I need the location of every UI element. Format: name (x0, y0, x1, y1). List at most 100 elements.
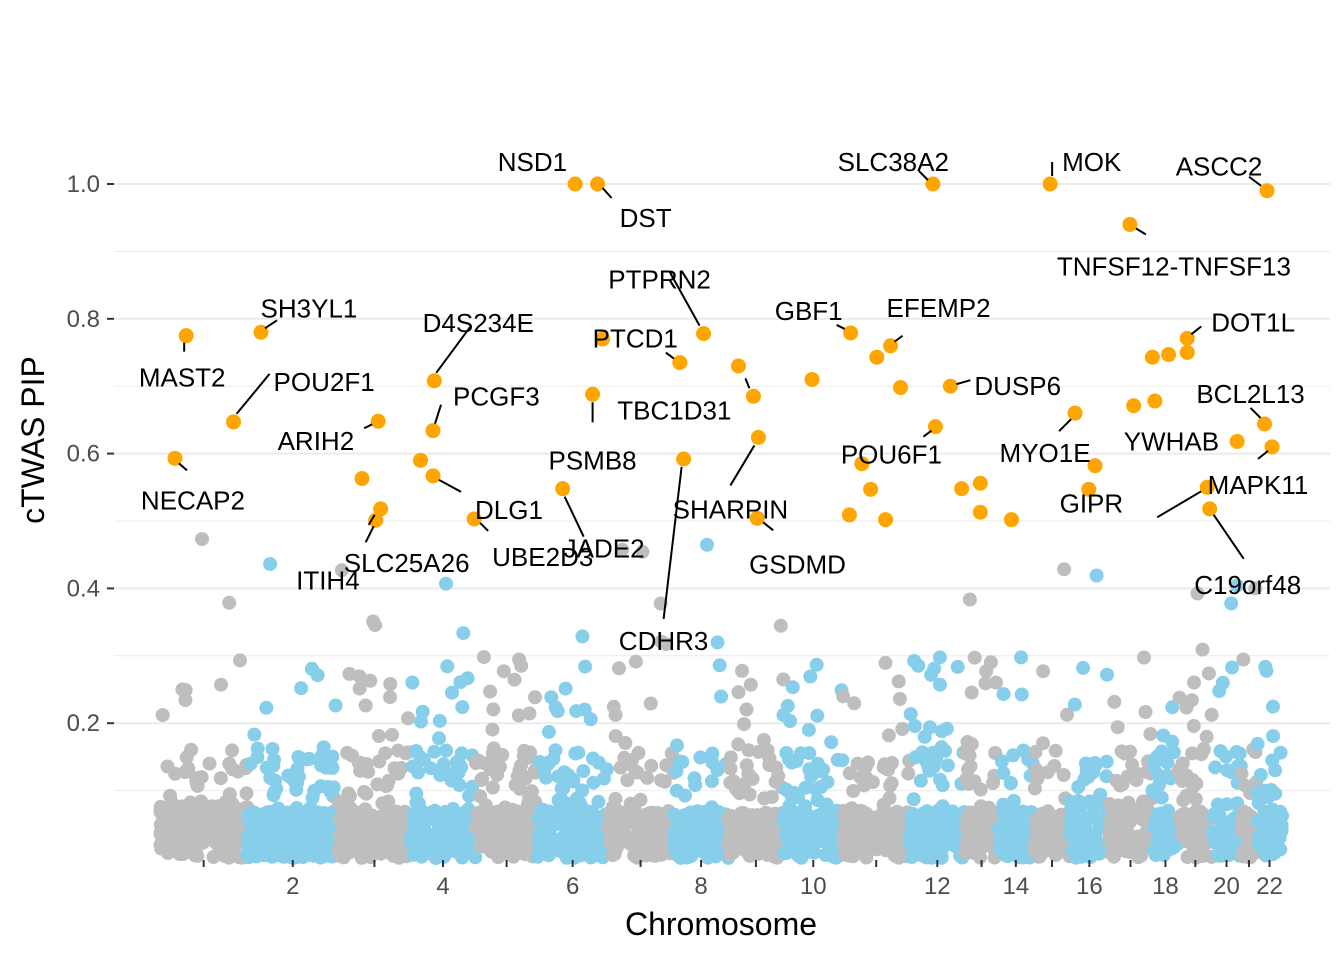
gene-point (1204, 707, 1219, 722)
gene-point (522, 706, 537, 721)
significant-gene-point (750, 429, 766, 445)
gene-point (613, 760, 628, 775)
gene-label: ITIH4 (296, 565, 360, 595)
gene-point (996, 687, 1011, 702)
gene-point (554, 781, 569, 796)
gene-label: DST (620, 203, 672, 233)
gene-point (745, 840, 760, 855)
gene-point (687, 771, 702, 786)
gene-point (680, 844, 695, 859)
gene-point (628, 807, 643, 822)
gene-point (415, 848, 430, 863)
gene-point (908, 750, 923, 765)
gene-point (1229, 745, 1244, 759)
gene-point (383, 677, 398, 691)
gene-point (1250, 814, 1265, 829)
gene-point (1205, 825, 1220, 839)
label-leader-line (178, 462, 188, 472)
gene-point (739, 702, 754, 717)
significant-gene-point (841, 507, 857, 523)
gene-point (1160, 768, 1175, 783)
gene-point (986, 776, 1000, 790)
gene-point (1006, 748, 1021, 763)
highlighted-points (167, 176, 1280, 528)
label-leader-line (363, 423, 373, 430)
significant-gene-point (954, 481, 970, 497)
gene-point (366, 845, 381, 860)
gene-point (225, 743, 240, 758)
gene-point (735, 663, 749, 678)
gene-point (433, 817, 448, 832)
gene-point (704, 829, 719, 843)
gene-point (486, 702, 501, 717)
gene-point (1179, 788, 1194, 803)
gene-point (1049, 847, 1064, 862)
gene-point (947, 837, 962, 852)
gene-point (1027, 844, 1042, 859)
gene-point (958, 746, 973, 761)
gene-point (181, 761, 196, 776)
gene-point (485, 746, 500, 761)
gene-point (1154, 744, 1169, 759)
gene-point (1106, 849, 1121, 864)
gene-point (313, 779, 328, 794)
gene-point (794, 746, 808, 761)
gene-point (924, 667, 939, 682)
x-tick-label: 16 (1076, 873, 1103, 900)
gene-point (401, 711, 416, 726)
gene-point (809, 657, 824, 672)
significant-gene-point (167, 450, 183, 466)
gene-point (1154, 790, 1169, 805)
gene-point (496, 664, 511, 679)
gene-point (319, 826, 334, 840)
gene-point (231, 764, 245, 779)
label-leader-lines (178, 162, 1269, 620)
gene-point (383, 690, 398, 705)
gene-point (710, 635, 725, 650)
significant-gene-point (1259, 183, 1275, 199)
gene-point (999, 809, 1014, 824)
gene-point (1048, 743, 1063, 758)
gene-point (523, 745, 537, 760)
gene-point (1216, 828, 1231, 843)
gene-point (846, 784, 861, 798)
gene-point (1060, 707, 1074, 722)
label-leader-line (1212, 514, 1245, 560)
gene-point (222, 595, 237, 610)
label-leader-line (1135, 227, 1147, 236)
gene-point (558, 817, 573, 831)
gene-point (576, 831, 591, 846)
gene-point (771, 768, 786, 783)
gene-point (842, 766, 857, 781)
significant-gene-point (1161, 347, 1177, 363)
gene-point (780, 698, 795, 713)
gene-point (989, 675, 1003, 690)
x-tick-label: 12 (924, 873, 951, 900)
gene-point (1230, 578, 1244, 593)
gene-point (432, 713, 447, 728)
gene-point (468, 819, 483, 834)
gene-point (1006, 793, 1021, 808)
gene-point (767, 849, 782, 864)
gene-point (544, 690, 559, 705)
gene-labels: NSD1 DST SLC38A2 MOK ASCC2 TNFSF12-TNFSF13 MAS… (139, 147, 1309, 656)
gene-point (1100, 667, 1114, 682)
gene-point (393, 846, 408, 861)
gene-point (1234, 766, 1249, 781)
gene-point (723, 808, 738, 823)
gene-point (893, 843, 908, 858)
gene-point (739, 758, 754, 773)
significant-gene-point (590, 176, 606, 192)
gene-point (875, 838, 890, 853)
label-leader-line (1190, 325, 1202, 336)
gene-point (926, 759, 941, 774)
gene-point (454, 823, 469, 837)
significant-gene-point (804, 371, 820, 387)
gene-point (1177, 815, 1192, 830)
gene-point (785, 680, 800, 695)
gene-point (455, 700, 470, 715)
label-leader-line (956, 379, 971, 386)
gene-point (723, 775, 738, 790)
gene-point (940, 758, 955, 773)
gene-point (700, 537, 714, 552)
